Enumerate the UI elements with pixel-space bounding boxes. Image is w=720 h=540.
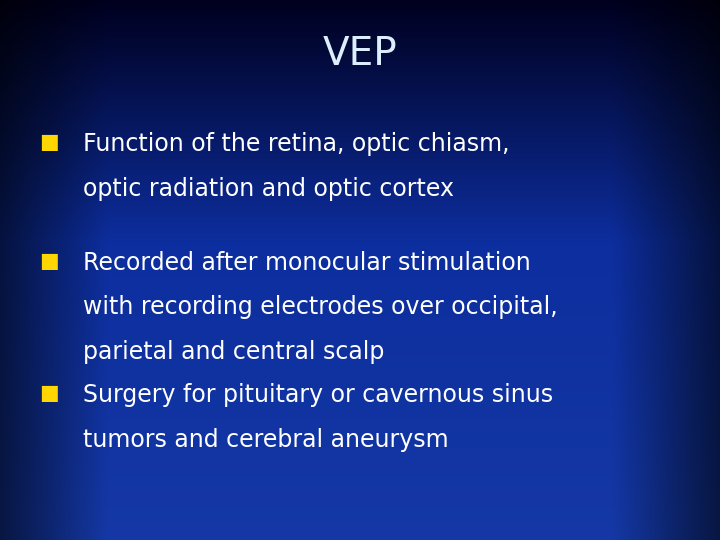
Text: Surgery for pituitary or cavernous sinus: Surgery for pituitary or cavernous sinus: [83, 383, 553, 407]
Text: ■: ■: [40, 132, 59, 152]
Text: Recorded after monocular stimulation: Recorded after monocular stimulation: [83, 251, 531, 275]
Text: parietal and central scalp: parietal and central scalp: [83, 340, 384, 363]
Text: VEP: VEP: [323, 35, 397, 73]
Text: optic radiation and optic cortex: optic radiation and optic cortex: [83, 177, 454, 200]
Text: ■: ■: [40, 383, 59, 403]
Text: tumors and cerebral aneurysm: tumors and cerebral aneurysm: [83, 428, 449, 451]
Text: ■: ■: [40, 251, 59, 271]
Text: with recording electrodes over occipital,: with recording electrodes over occipital…: [83, 295, 557, 319]
Text: Function of the retina, optic chiasm,: Function of the retina, optic chiasm,: [83, 132, 509, 156]
